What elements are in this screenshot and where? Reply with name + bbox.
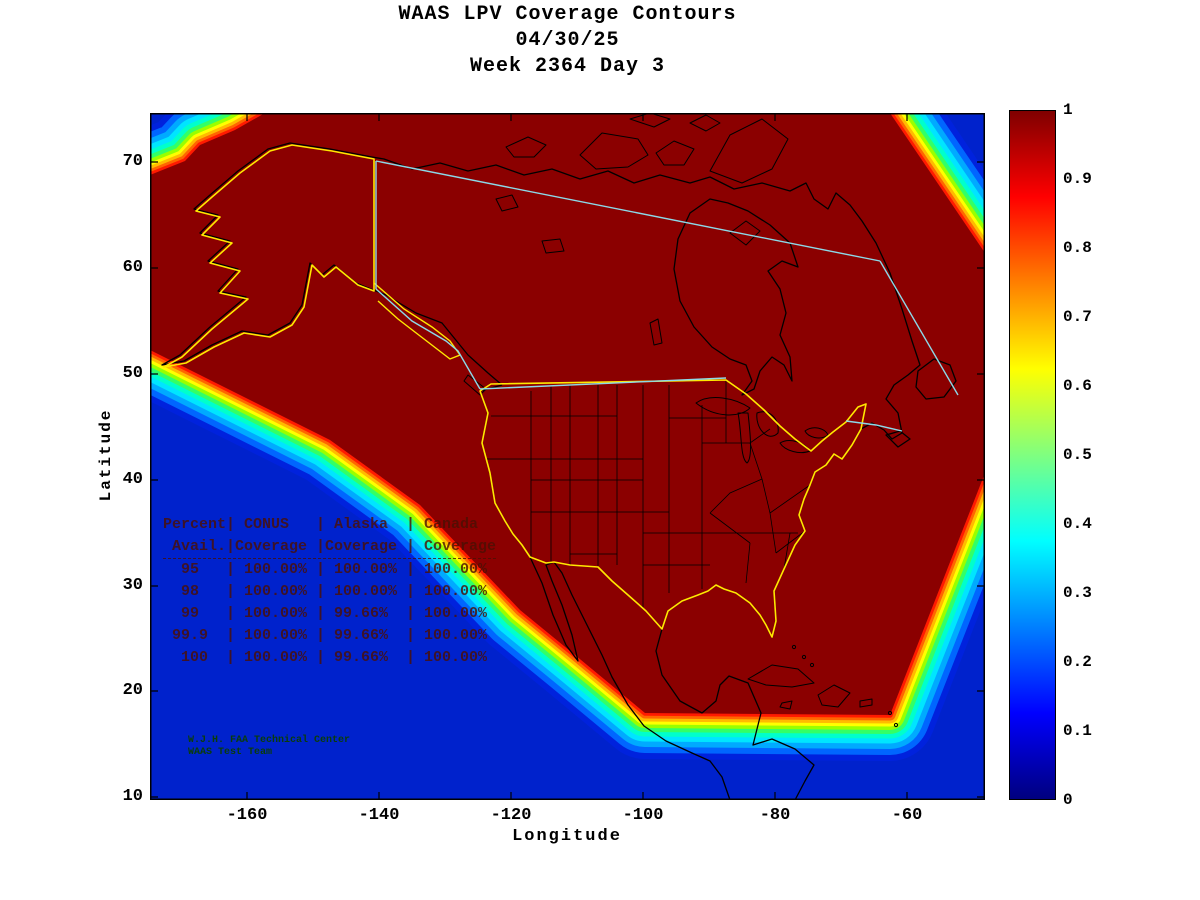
- chart-title: WAAS LPV Coverage Contours: [398, 3, 737, 26]
- newfoundland-outline: [915, 358, 957, 400]
- colorbar-tick-0-7: 0.7: [1063, 308, 1092, 326]
- colorbar-tick-0-3: 0.3: [1063, 584, 1092, 602]
- chart-subtitle-week: Week 2364 Day 3: [469, 55, 666, 78]
- interior-lakes: [463, 194, 663, 396]
- colorbar-tick-0: 0: [1063, 791, 1073, 809]
- credit-line-1: W.J.H. FAA Technical Center: [188, 735, 351, 746]
- table-subheader-row: Avail.|Coverage |Coverage | Coverage: [163, 536, 497, 559]
- colorbar-tick-0-5: 0.5: [1063, 446, 1092, 464]
- colorbar-tick-0-8: 0.8: [1063, 239, 1092, 257]
- x-tick-4: -80: [759, 806, 791, 825]
- state-boundaries: [482, 380, 811, 627]
- gulf-central-america-coastline: [655, 628, 815, 800]
- coverage-map: [150, 113, 985, 800]
- colorbar: [1009, 110, 1056, 800]
- y-tick-40: 40: [122, 470, 143, 489]
- y-tick-20: 20: [122, 681, 143, 700]
- x-tick-5: -60: [891, 806, 923, 825]
- chart-subtitle-date: 04/30/25: [515, 29, 620, 52]
- y-tick-60: 60: [122, 258, 143, 277]
- colorbar-tick-0-6: 0.6: [1063, 377, 1092, 395]
- x-tick-1: -140: [358, 806, 400, 825]
- y-tick-30: 30: [122, 576, 143, 595]
- table-row-98: 98 | 100.00% | 100.00% | 100.00%: [163, 583, 488, 600]
- y-tick-70: 70: [122, 152, 143, 171]
- credit-line-2: WAAS Test Team: [188, 747, 273, 758]
- axis-tick-marks: [150, 113, 985, 800]
- y-tick-10: 10: [122, 787, 143, 806]
- table-row-100: 100 | 100.00% | 99.66% | 100.00%: [163, 649, 488, 666]
- coverage-stats-table: Percent| CONUS | Alaska | Canada Avail.|…: [163, 514, 497, 669]
- colorbar-tick-0-9: 0.9: [1063, 170, 1092, 188]
- y-axis-label: Latitude: [97, 408, 115, 502]
- table-row-99-9: 99.9 | 100.00% | 99.66% | 100.00%: [163, 627, 488, 644]
- alaska-coastline: [161, 142, 503, 386]
- coastlines: [161, 113, 957, 800]
- table-row-95: 95 | 100.00% | 100.00% | 100.00%: [163, 561, 488, 578]
- table-row-99: 99 | 100.00% | 99.66% | 100.00%: [163, 605, 488, 622]
- y-tick-50: 50: [122, 364, 143, 383]
- alaska-service-boundary: [163, 144, 375, 368]
- plot-border: [150, 113, 985, 800]
- colorbar-tick-0-1: 0.1: [1063, 722, 1092, 740]
- x-tick-3: -100: [622, 806, 664, 825]
- x-tick-0: -160: [226, 806, 268, 825]
- hudson-bay-outline: [673, 198, 799, 396]
- caribbean-islands: [747, 644, 899, 728]
- x-axis-label: Longitude: [512, 827, 622, 846]
- colorbar-tick-0-4: 0.4: [1063, 515, 1092, 533]
- colorbar-tick-1: 1: [1063, 101, 1073, 119]
- credit-text: W.J.H. FAA Technical Center WAAS Test Te…: [188, 735, 350, 759]
- arctic-islands: [505, 113, 789, 246]
- service-volume-lines: [375, 160, 959, 432]
- nova-scotia-outline: [885, 430, 911, 448]
- table-header-row: Percent| CONUS | Alaska | Canada: [163, 516, 479, 533]
- chart-title-block: WAAS LPV Coverage Contours 04/30/25 Week…: [150, 2, 985, 80]
- conus-service-boundary: [479, 379, 867, 638]
- colorbar-tick-0-2: 0.2: [1063, 653, 1092, 671]
- x-tick-2: -120: [490, 806, 532, 825]
